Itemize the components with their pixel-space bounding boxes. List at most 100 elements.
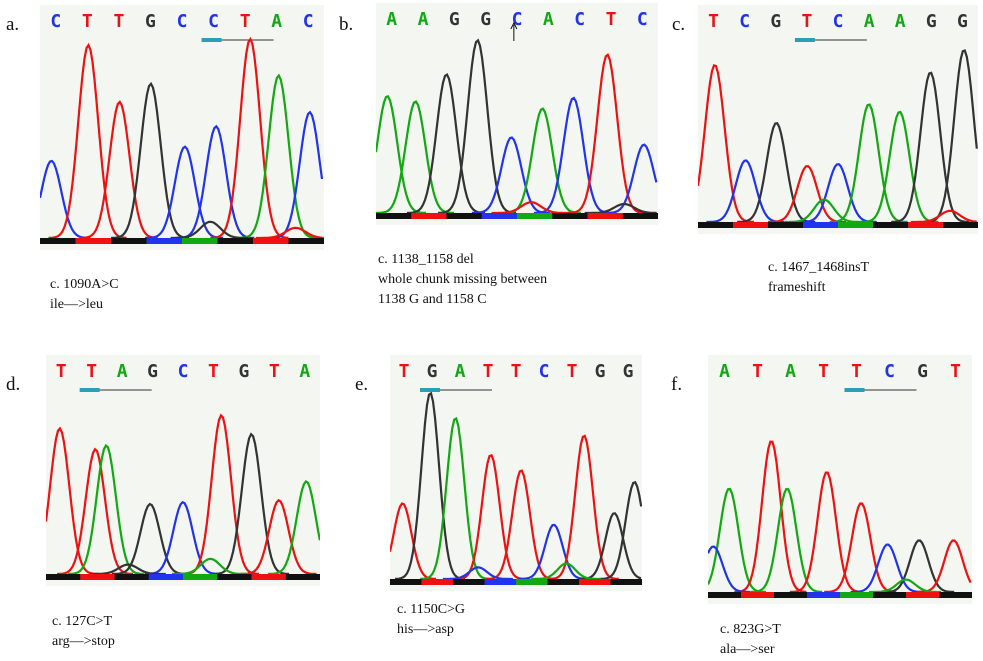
base-call-T: T: [606, 9, 617, 30]
base-call-T: T: [818, 361, 829, 382]
baseline-strip: [939, 592, 972, 598]
baseline-strip: [111, 238, 148, 244]
baseline-strip: [774, 592, 808, 598]
peak-C: [176, 124, 255, 240]
peak-T: [48, 42, 127, 239]
baseline-strip: [547, 579, 580, 585]
base-call-G: G: [427, 361, 438, 382]
base-call-A: A: [543, 9, 554, 30]
panel-label-f: f.: [671, 374, 683, 395]
baseline-strip: [288, 238, 324, 244]
caption-e-line-1: c. 1150C>G: [397, 602, 466, 617]
peak-T: [548, 434, 619, 581]
base-call-C: C: [833, 11, 844, 32]
baseline-strip: [741, 592, 775, 598]
base-call-T: T: [56, 361, 67, 382]
peak-G: [111, 81, 190, 239]
baseline-strip: [40, 238, 77, 244]
peak-T: [455, 453, 526, 581]
baseline-strip: [587, 213, 624, 219]
caption-d-line-2: arg—>stop: [52, 634, 115, 649]
baseline-strip: [411, 213, 448, 219]
peak-C: [442, 566, 513, 581]
baseline-strip: [251, 574, 287, 580]
caption-e: c. 1150C>G his—>asp: [397, 600, 465, 640]
peak-T: [240, 498, 317, 576]
base-call-C: C: [739, 11, 750, 32]
caption-d-line-1: c. 127C>T: [52, 614, 112, 629]
base-call-G: G: [238, 361, 249, 382]
peak-T: [698, 63, 754, 223]
peak-A: [869, 578, 941, 594]
base-call-G: G: [770, 11, 781, 32]
peak-T: [824, 502, 897, 594]
caption-e-line-2: his—>asp: [397, 622, 454, 637]
baseline-strip: [484, 579, 517, 585]
base-call-T: T: [208, 361, 219, 382]
baseline-strip: [46, 574, 82, 580]
baseline-strip: [146, 238, 183, 244]
base-call-G: G: [449, 9, 460, 30]
peak-A: [267, 480, 320, 576]
peak-T: [46, 426, 98, 575]
peak-G: [882, 539, 955, 594]
panel-label-b: b.: [339, 14, 354, 35]
peak-T: [210, 36, 289, 239]
peak-C: [471, 136, 550, 215]
peak-T: [255, 226, 324, 240]
peak-T: [768, 164, 846, 224]
baseline-strip: [622, 213, 658, 219]
base-call-A: A: [271, 11, 282, 32]
baseline-strip: [943, 222, 978, 228]
base-call-T: T: [752, 361, 763, 382]
base-call-A: A: [719, 361, 730, 382]
base-call-T: T: [240, 11, 251, 32]
peak-C: [708, 545, 750, 594]
peak-A: [376, 94, 426, 214]
baseline-strip: [803, 222, 839, 228]
caption-c: c. 1467_1468insT frameshift: [768, 258, 869, 298]
caption-b-line-1: c. 1138_1158 del: [378, 252, 474, 267]
baseline-strip: [733, 222, 769, 228]
baseline-strip: [285, 574, 320, 580]
base-call-T: T: [269, 361, 280, 382]
base-call-T: T: [801, 11, 812, 32]
peak-C: [706, 159, 785, 224]
base-call-C: C: [208, 11, 219, 32]
baseline-strip: [253, 238, 290, 244]
base-call-C: C: [539, 361, 550, 382]
baseline-strip: [217, 238, 254, 244]
peak-G: [394, 391, 466, 580]
caption-c-line-2: frameshift: [768, 280, 826, 295]
peak-G: [89, 563, 166, 576]
peak-A: [238, 73, 317, 239]
base-call-G: G: [145, 11, 156, 32]
peak-A: [420, 416, 491, 580]
peak-G: [924, 49, 978, 223]
baseline-strip: [873, 592, 907, 598]
peak-G: [213, 432, 290, 576]
baseline-strip: [698, 222, 734, 228]
baseline-strip: [217, 574, 253, 580]
panel-label-a: a.: [6, 14, 20, 35]
peak-T: [390, 502, 436, 580]
peak-G: [737, 121, 816, 224]
base-call-G: G: [147, 361, 158, 382]
baseline-strip: [183, 574, 219, 580]
baseline-strip: [768, 222, 804, 228]
caption-c-line-1: c. 1467_1468insT: [768, 260, 870, 275]
baseline-strip: [873, 222, 909, 228]
caption-b: c. 1138_1158 del whole chunk missing bet…: [378, 250, 547, 310]
base-call-C: C: [177, 11, 188, 32]
base-call-G: G: [480, 9, 491, 30]
base-call-C: C: [303, 11, 314, 32]
base-call-C: C: [512, 9, 523, 30]
